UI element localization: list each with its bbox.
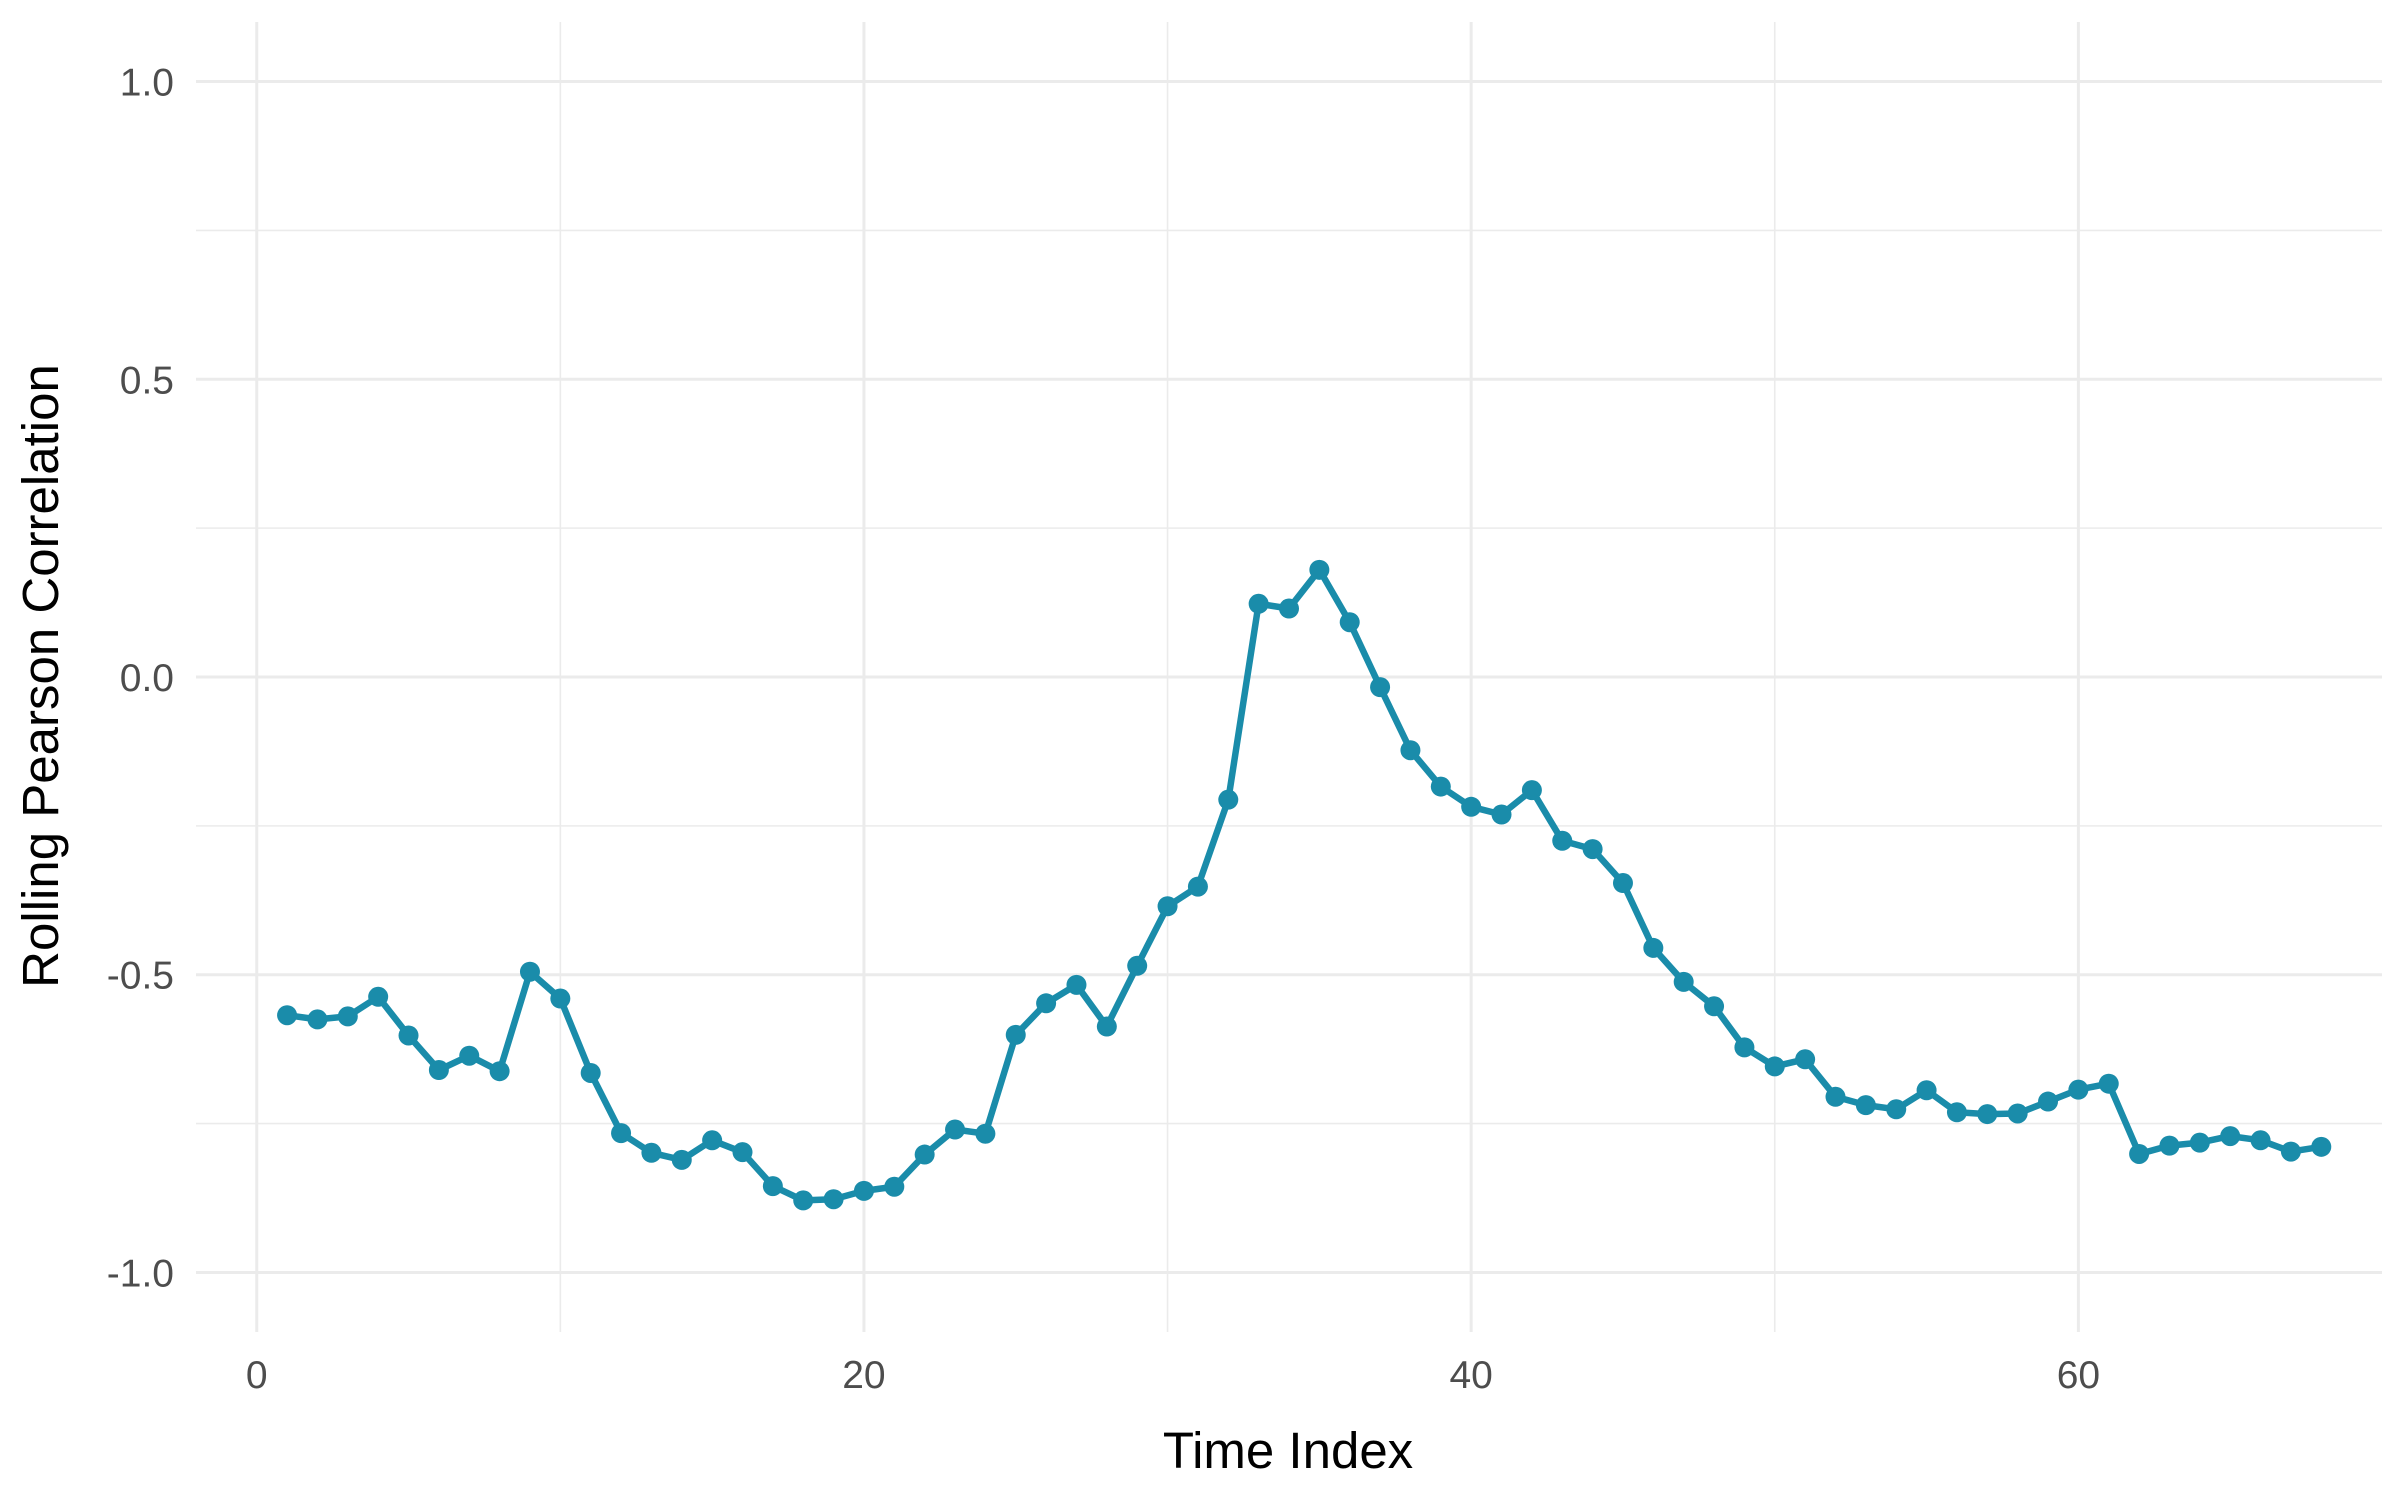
data-point [1096, 1016, 1117, 1037]
data-point [1521, 780, 1542, 801]
x-tick-label: 20 [842, 1354, 885, 1397]
data-point [853, 1180, 874, 1201]
data-point [732, 1142, 753, 1163]
data-point [1612, 873, 1633, 894]
x-axis-title: Time Index [1163, 1422, 1413, 1479]
data-point [1248, 593, 1269, 614]
data-point [611, 1123, 632, 1144]
data-point [1886, 1099, 1907, 1120]
data-point [2068, 1079, 2089, 1100]
data-point [2038, 1091, 2059, 1112]
data-point [277, 1005, 298, 1026]
data-point [1946, 1102, 1967, 1123]
data-point [307, 1009, 328, 1030]
data-point [2311, 1136, 2332, 1157]
data-point [1400, 740, 1421, 761]
y-tick-label: 0.0 [120, 657, 174, 700]
data-point [337, 1006, 358, 1027]
data-point [884, 1176, 905, 1197]
data-point [519, 961, 540, 982]
y-axis-tick-labels: -1.0 -0.5 0.0 0.5 1.0 [107, 62, 174, 1296]
data-point [1643, 937, 1664, 958]
x-tick-label: 60 [2057, 1354, 2100, 1397]
data-point [975, 1123, 996, 1144]
data-point [1582, 839, 1603, 860]
data-point [1764, 1056, 1785, 1077]
data-point [2189, 1132, 2210, 1153]
data-point [489, 1061, 510, 1082]
data-point [914, 1144, 935, 1165]
data-point [1795, 1049, 1816, 1070]
data-points [277, 559, 2332, 1211]
data-point [793, 1190, 814, 1211]
data-point [945, 1119, 966, 1140]
data-point [550, 988, 571, 1009]
data-point [1370, 677, 1391, 698]
data-point [1066, 974, 1087, 995]
data-point [823, 1189, 844, 1210]
data-point [1005, 1024, 1026, 1045]
y-tick-label: -0.5 [107, 955, 174, 998]
data-point [1279, 598, 1299, 619]
data-point [1218, 789, 1239, 810]
data-point [2007, 1103, 2028, 1124]
x-tick-label: 0 [246, 1354, 268, 1397]
data-point [1552, 830, 1573, 851]
grid-lines [196, 22, 2382, 1332]
y-axis-title: Rolling Pearson Correlation [12, 364, 69, 988]
data-point [2280, 1141, 2301, 1162]
data-point [702, 1130, 723, 1151]
data-point [1036, 993, 1057, 1014]
data-point [1461, 796, 1482, 817]
data-point [641, 1142, 662, 1163]
data-point [762, 1176, 783, 1197]
data-point [1127, 955, 1148, 976]
data-point [1339, 612, 1360, 633]
x-axis-tick-labels: 0 20 40 60 [246, 1354, 2100, 1397]
data-point [671, 1149, 692, 1170]
data-point [1491, 804, 1512, 825]
data-point [1309, 559, 1330, 580]
data-point [1916, 1080, 1937, 1101]
y-tick-label: 1.0 [120, 62, 174, 105]
data-point [1734, 1037, 1755, 1058]
data-point [1187, 876, 1208, 897]
data-point [1673, 971, 1694, 992]
data-point [1977, 1104, 1998, 1125]
data-point [459, 1045, 480, 1066]
data-point [1430, 776, 1451, 797]
data-point [1157, 896, 1178, 917]
data-point [1855, 1095, 1876, 1116]
data-point [2250, 1130, 2271, 1151]
data-point [2159, 1135, 2180, 1156]
y-tick-label: 0.5 [120, 359, 174, 402]
y-tick-label: -1.0 [107, 1252, 174, 1295]
data-point [428, 1060, 449, 1080]
data-point [1704, 996, 1725, 1017]
data-point [2220, 1126, 2241, 1147]
data-point [2098, 1073, 2119, 1094]
data-point [1825, 1086, 1846, 1107]
data-point [2129, 1143, 2150, 1164]
data-point [580, 1062, 601, 1083]
data-point [398, 1025, 419, 1046]
data-point [368, 986, 389, 1007]
x-tick-label: 40 [1449, 1354, 1492, 1397]
